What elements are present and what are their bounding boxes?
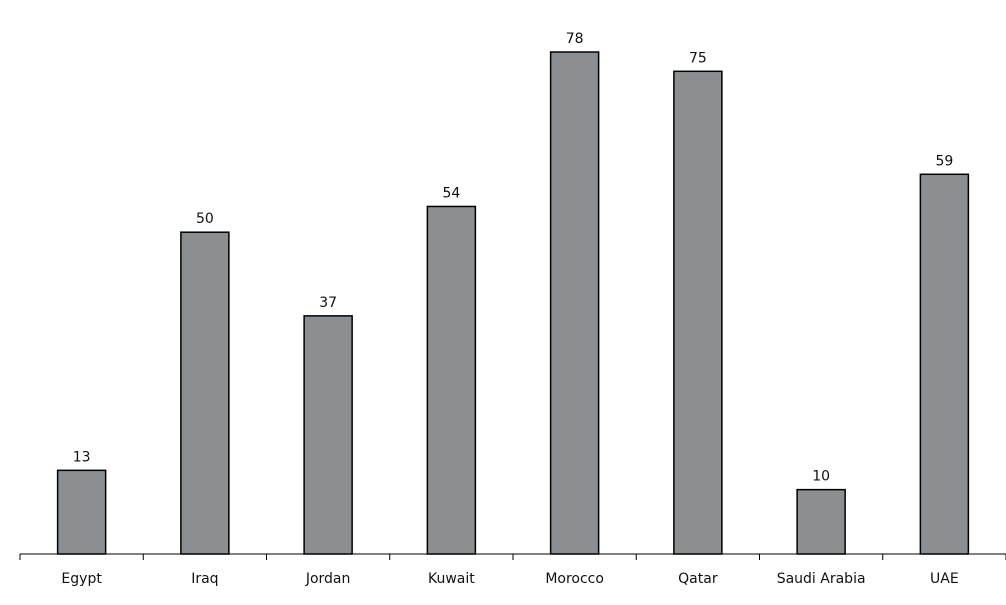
- bar-uae: [919, 173, 970, 555]
- x-tick-label: UAE: [930, 571, 959, 587]
- bars-group: [56, 51, 970, 555]
- data-label: 59: [935, 153, 953, 169]
- x-tick-label: Saudi Arabia: [777, 571, 866, 587]
- x-tick-label: Iraq: [191, 571, 218, 587]
- x-tick-label: Egypt: [61, 571, 102, 587]
- bar-kuwait: [426, 205, 477, 555]
- bar-egypt: [56, 469, 107, 555]
- x-tick-label: Morocco: [545, 571, 604, 587]
- data-label: 10: [812, 469, 830, 485]
- x-tick-label: Jordan: [305, 571, 351, 587]
- bar-morocco: [549, 51, 600, 555]
- x-tick-label: Qatar: [678, 571, 718, 587]
- data-label: 50: [196, 211, 214, 227]
- bar-saudi-arabia: [796, 488, 846, 555]
- labels-group: 13 Egypt 50 Iraq 37 Jordan 54 Kuwait 78 Morocco 75…: [61, 31, 958, 587]
- x-tick-label: Kuwait: [428, 571, 475, 587]
- data-label: 54: [442, 185, 460, 201]
- data-label: 78: [566, 31, 584, 47]
- bar-iraq: [180, 231, 230, 555]
- bar-jordan: [303, 315, 353, 555]
- data-label: 37: [319, 295, 337, 311]
- data-label: 13: [73, 449, 91, 465]
- bar-qatar: [673, 70, 723, 555]
- data-label: 75: [689, 50, 707, 66]
- x-axis: [19, 553, 1006, 560]
